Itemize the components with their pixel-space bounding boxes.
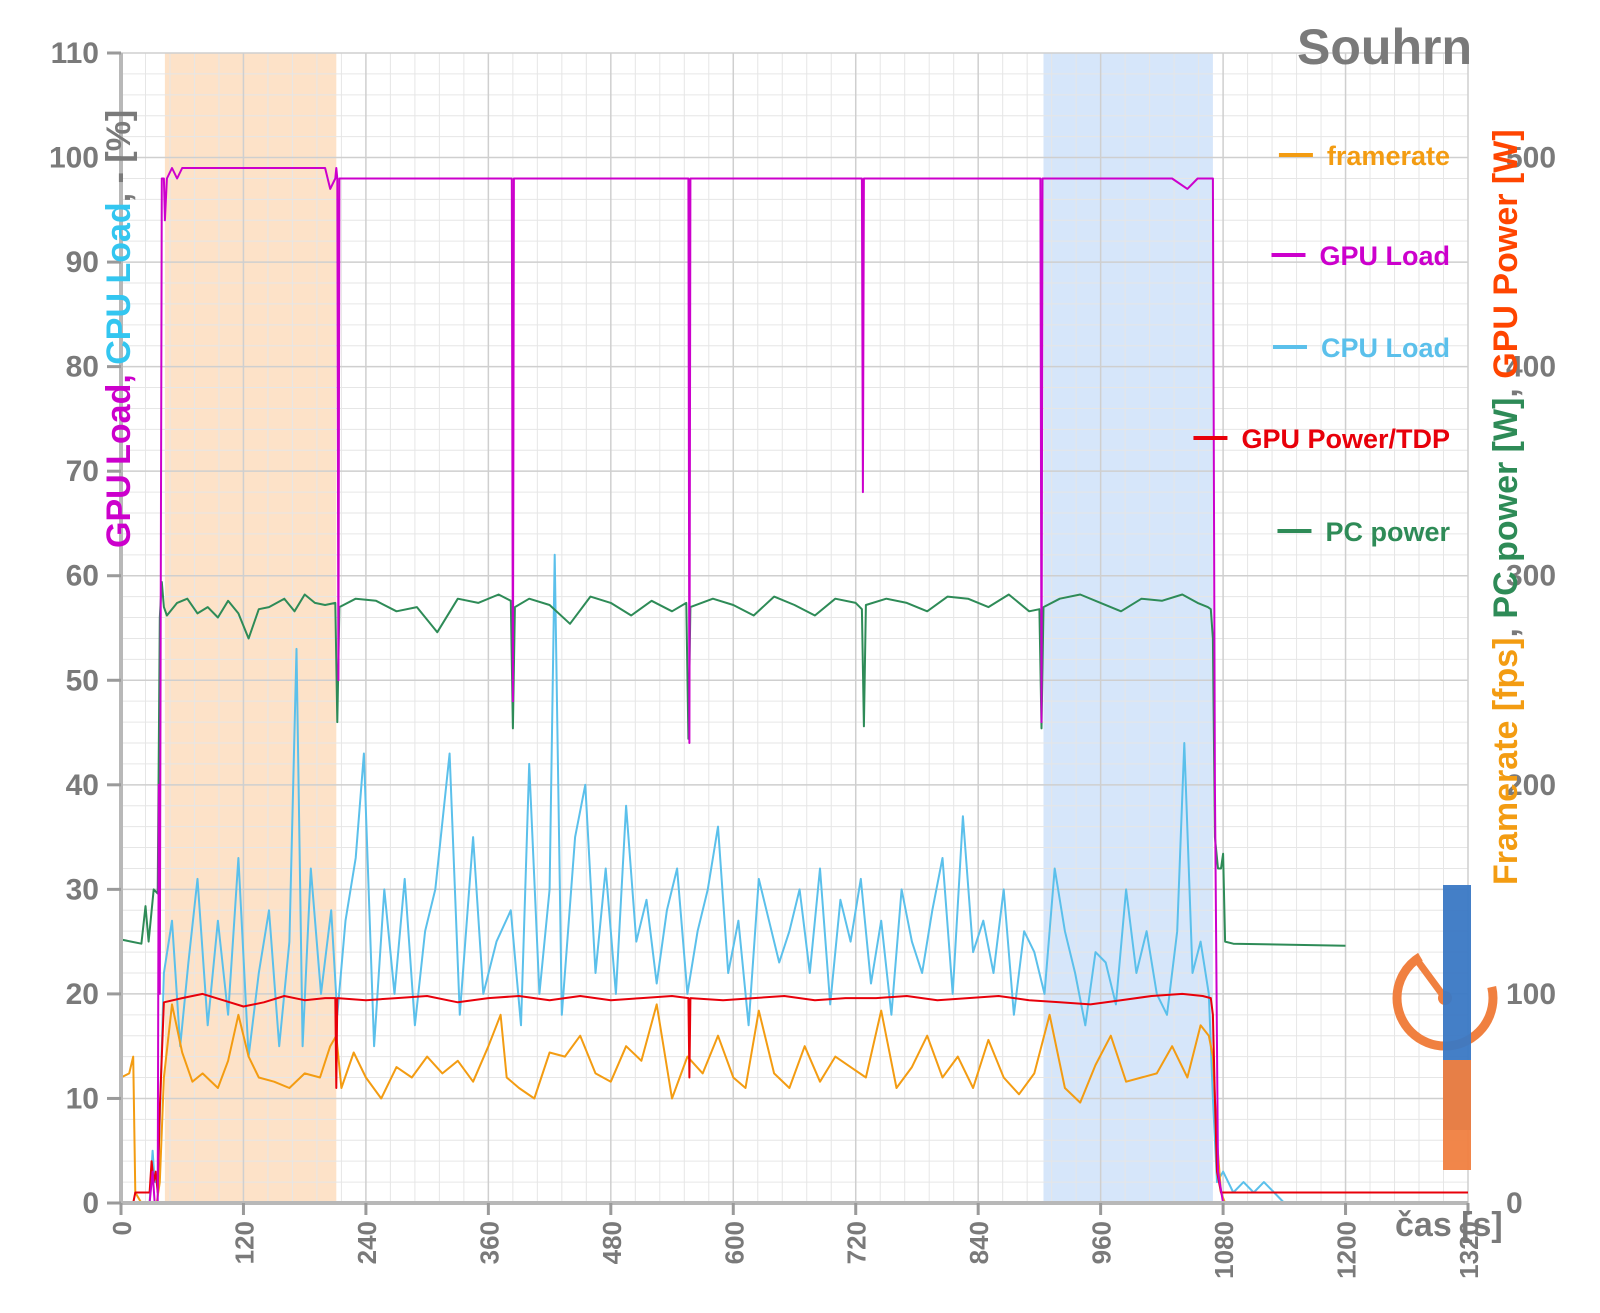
series-line-framerate — [120, 1003, 1468, 1204]
axis-label-part: , — [1487, 619, 1525, 638]
series-line-pc-power — [120, 581, 1346, 947]
y-left-tick-label: 80 — [66, 351, 99, 384]
y-right-tick-label: 300 — [1506, 560, 1556, 593]
legend-label-cpu-load: CPU Load — [1321, 333, 1450, 363]
axis-label-part: , — [100, 183, 138, 202]
pctuning-logo — [1392, 885, 1498, 1170]
y-right-tick-label: 200 — [1506, 769, 1556, 802]
series-line-gpu-load — [121, 167, 1468, 1204]
legend-label-pc-power: PC power — [1325, 517, 1450, 547]
highlight-region — [1043, 53, 1213, 1203]
axis-label-part: CPU Load — [100, 202, 138, 364]
chart-title: Souhrn — [1297, 19, 1472, 75]
y-left-tick-label: 20 — [66, 978, 99, 1011]
x-tick-label: 360 — [474, 1221, 504, 1264]
y-left-tick-label: 70 — [66, 455, 99, 488]
legend-label-framerate: framerate — [1327, 141, 1450, 171]
x-tick-label: 720 — [842, 1221, 872, 1264]
x-tick-label: 480 — [597, 1221, 627, 1264]
x-tick-label: 600 — [719, 1221, 749, 1264]
y-left-tick-label: 50 — [66, 664, 99, 697]
x-tick-label: 1320 — [1454, 1221, 1484, 1279]
x-tick-label: 960 — [1087, 1221, 1117, 1264]
chart-background — [164, 53, 1213, 1203]
axis-label-part: GPU Power [W] — [1487, 129, 1525, 378]
x-tick-label: 0 — [107, 1221, 137, 1235]
axis-label-part: , — [100, 365, 138, 384]
x-tick-label: 840 — [964, 1221, 994, 1264]
x-tick-label: 120 — [229, 1221, 259, 1264]
axis-label-part: - [%] — [100, 110, 138, 184]
y-axis-right-label: Framerate [fps], PC power [W], GPU Power… — [1487, 129, 1525, 885]
legend-label-gpu-load: GPU Load — [1319, 241, 1450, 271]
legend-label-gpu-power-tdp: GPU Power/TDP — [1241, 424, 1450, 454]
y-left-tick-label: 40 — [66, 769, 99, 802]
y-axis-left-label: GPU Load, CPU Load, - [%] — [100, 110, 138, 548]
y-left-tick-label: 10 — [66, 1082, 99, 1115]
x-tick-label: 240 — [352, 1221, 382, 1264]
x-tick-label: 1080 — [1209, 1221, 1239, 1279]
x-tick-label: 1200 — [1332, 1221, 1362, 1279]
y-right-tick-label: 100 — [1506, 978, 1556, 1011]
y-left-tick-label: 90 — [66, 246, 99, 279]
y-right-tick-label: 400 — [1506, 351, 1556, 384]
y-left-tick-label: 60 — [66, 560, 99, 593]
series-line-gpu-power-tdp — [121, 992, 1468, 1204]
axis-label-part: PC power [W] — [1487, 398, 1525, 619]
highlight-region — [164, 53, 337, 1203]
axis-label-part: GPU Load — [100, 384, 138, 548]
y-left-tick-label: 0 — [82, 1187, 99, 1220]
axes: 0 10 20 30 40 50 60 70 80 90 100 110 0 100 200 300 400 50… — [49, 37, 1556, 1279]
y-left-tick-label: 100 — [49, 142, 99, 175]
legend: framerate GPU Power/TDP CPU Load PC power GP… — [1193, 141, 1450, 547]
axis-label-part: , — [1487, 379, 1525, 398]
y-left-tick-label: 30 — [66, 873, 99, 906]
x-axis-label: čas [s] — [1395, 1206, 1503, 1244]
y-left-tick-label: 110 — [51, 37, 99, 70]
y-right-tick-label: 500 — [1506, 142, 1556, 175]
series-group — [120, 167, 1468, 1204]
y-right-tick-label: 0 — [1506, 1187, 1523, 1220]
axis-label-part: Framerate [fps] — [1487, 637, 1525, 885]
series-line-cpu-load — [121, 553, 1468, 1204]
